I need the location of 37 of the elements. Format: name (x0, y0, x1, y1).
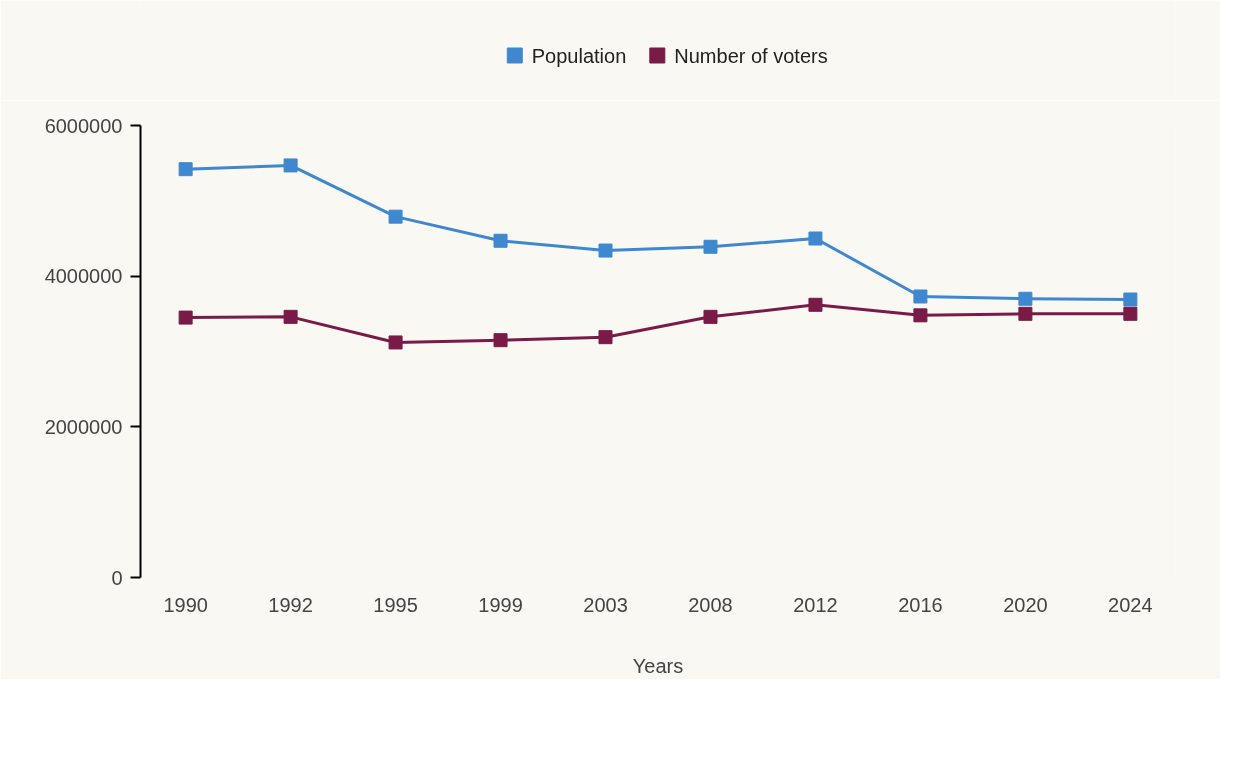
point (283, 309, 298, 324)
point (283, 158, 298, 173)
point (598, 243, 613, 258)
y-tick-label: 0 (111, 566, 123, 589)
point (808, 297, 823, 312)
point (1018, 306, 1033, 321)
x-tick-label: 1995 (373, 593, 418, 616)
point (1123, 292, 1138, 307)
x-tick-label: 2003 (583, 593, 628, 616)
x-tick-label: 2008 (688, 593, 733, 616)
point (493, 233, 508, 248)
point (1123, 306, 1138, 321)
legend-label: Population (531, 44, 627, 67)
y-tick-label: 6000000 (44, 114, 123, 137)
point (178, 162, 193, 177)
point (388, 335, 403, 350)
legend-label: Number of voters (674, 44, 828, 67)
x-tick-label: 1992 (268, 593, 313, 616)
point (598, 330, 613, 345)
point (1018, 291, 1033, 306)
x-tick-label: 2016 (898, 593, 943, 616)
point (388, 209, 403, 224)
x-tick-label: 1999 (478, 593, 523, 616)
x-tick-label: 1990 (163, 593, 208, 616)
x-tick-label: 2012 (793, 593, 838, 616)
y-tick-label: 4000000 (44, 265, 123, 288)
x-tick-label: 2020 (1003, 593, 1048, 616)
x-axis-title: Years (632, 654, 684, 677)
point (703, 309, 718, 324)
point (913, 308, 928, 323)
point (913, 289, 928, 304)
point (703, 239, 718, 254)
point (178, 310, 193, 325)
y-tick-label: 2000000 (44, 415, 123, 438)
x-tick-label: 2024 (1108, 593, 1153, 616)
point (808, 231, 823, 246)
point (493, 333, 508, 348)
